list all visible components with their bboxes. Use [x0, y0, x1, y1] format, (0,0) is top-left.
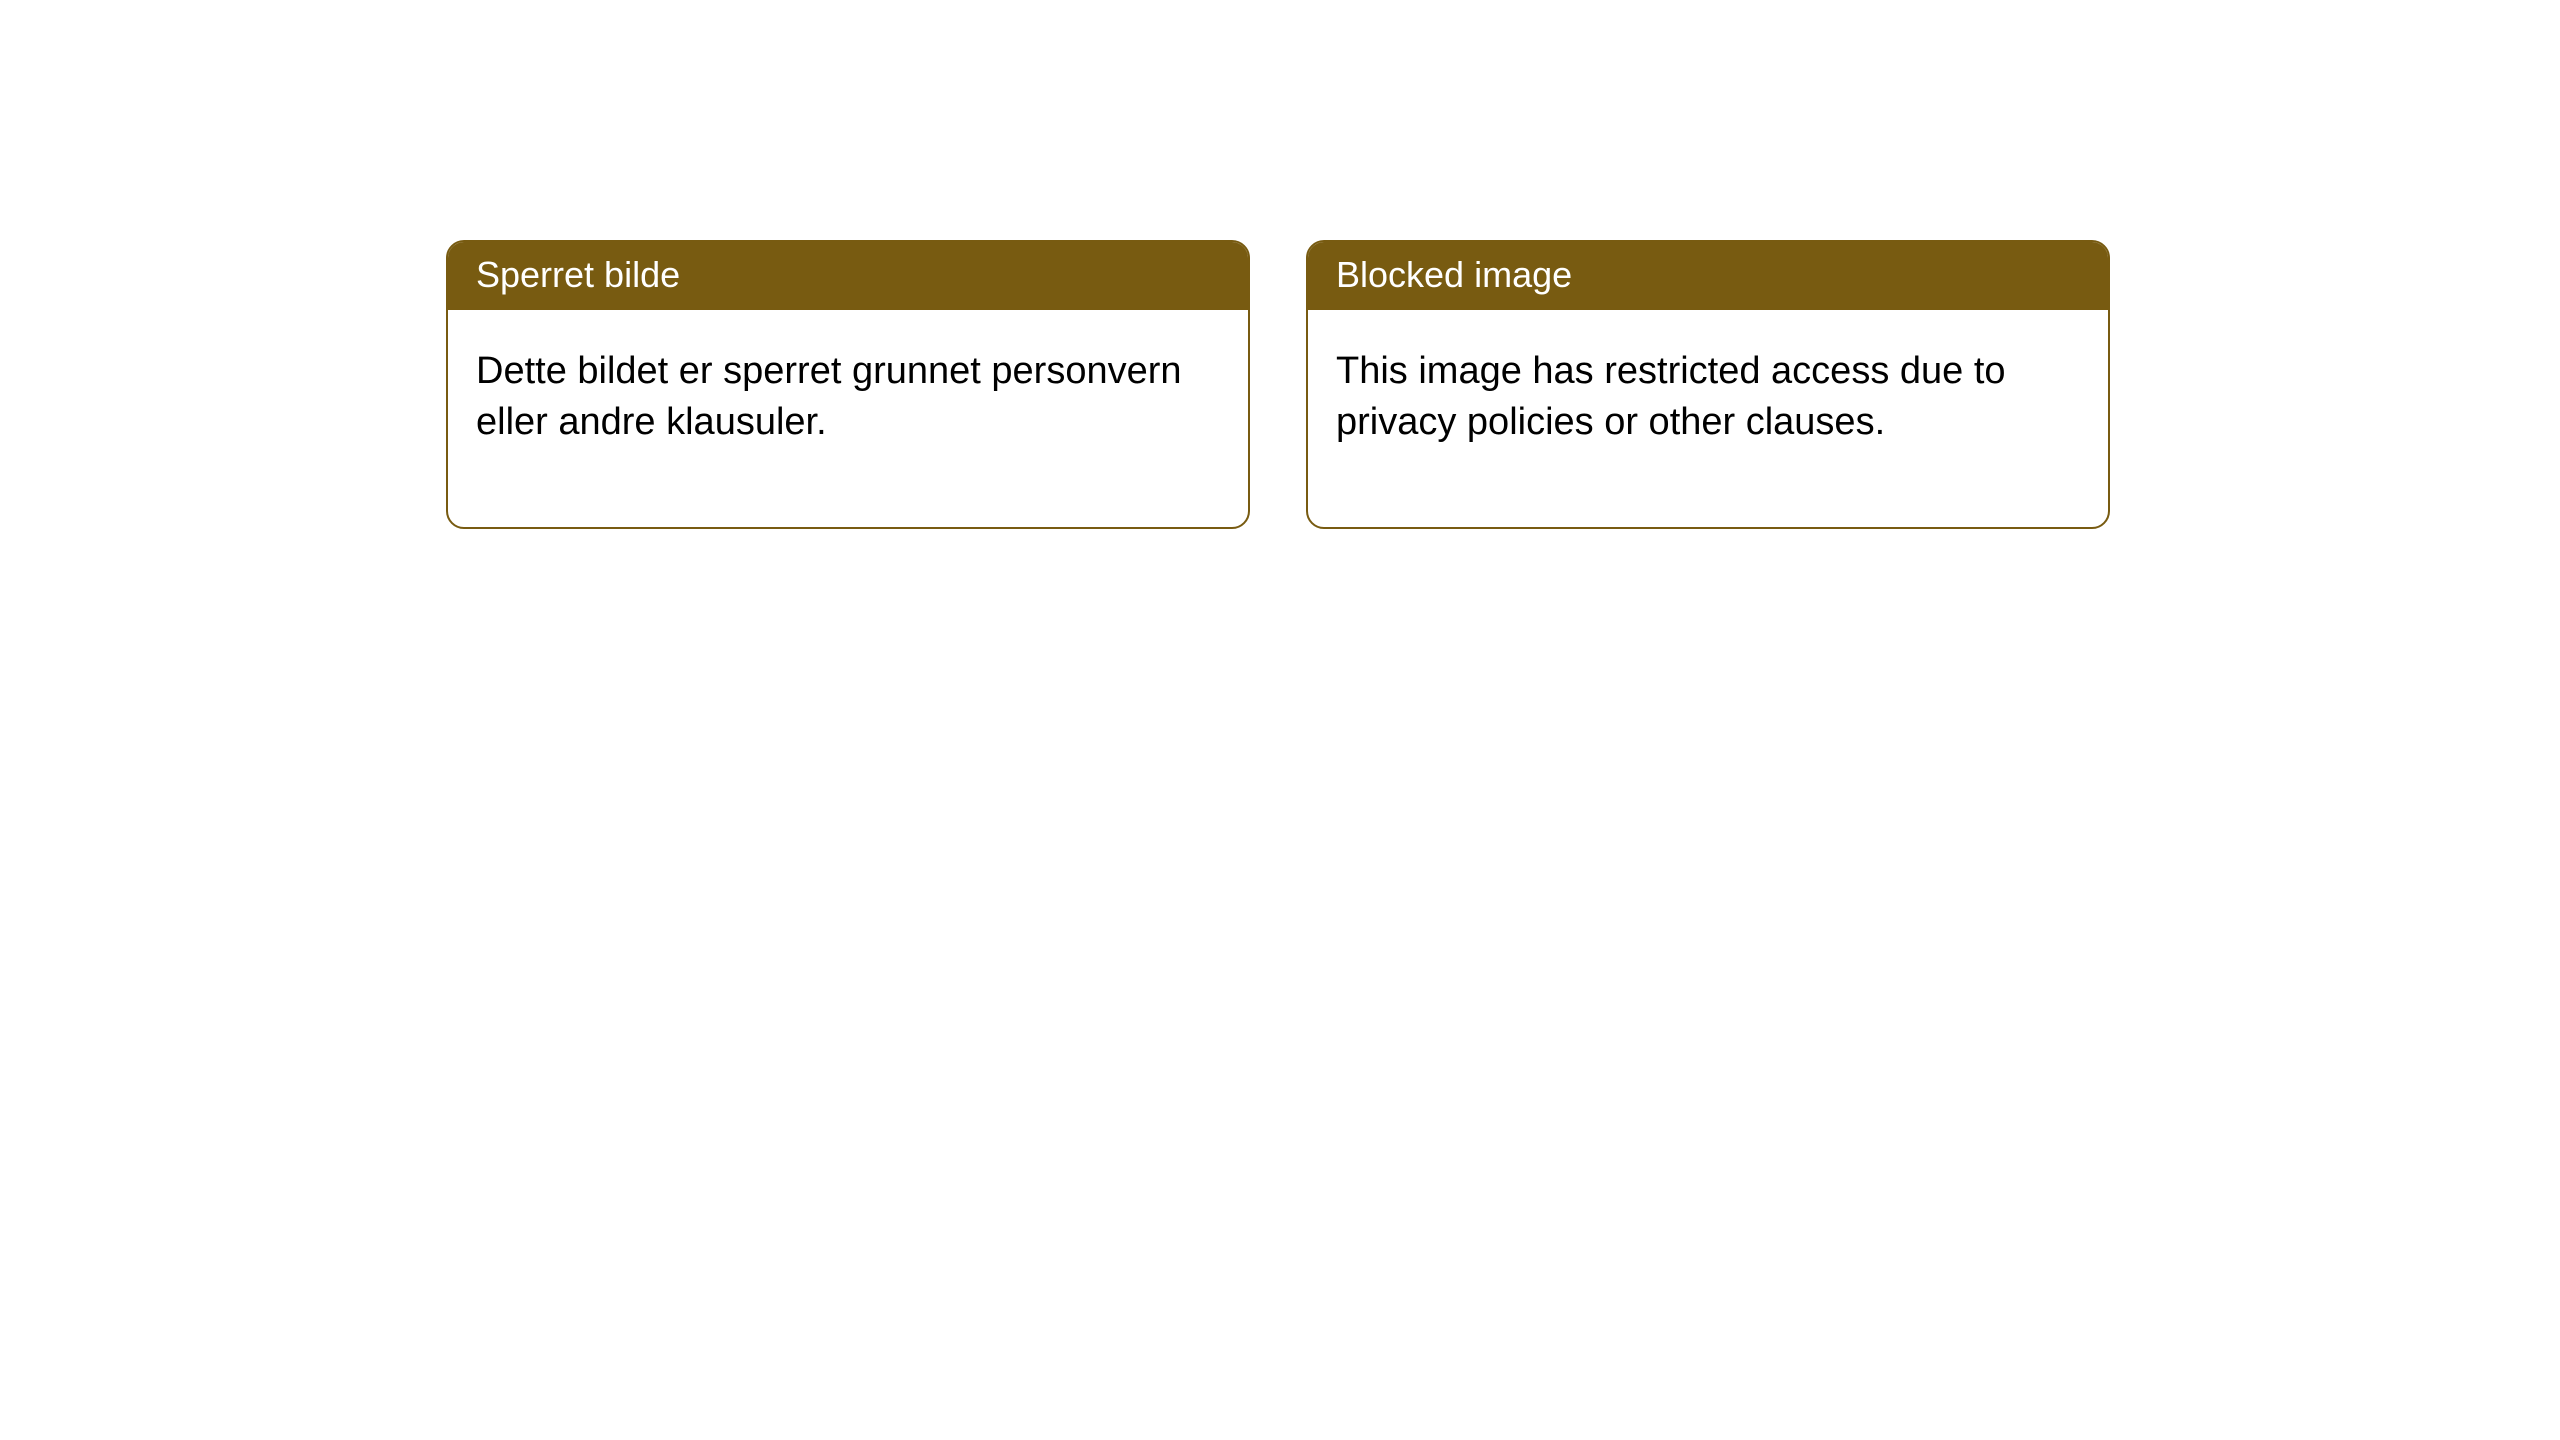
notice-body-norwegian: Dette bildet er sperret grunnet personve… — [448, 310, 1248, 527]
notice-title-english: Blocked image — [1308, 242, 2108, 310]
notice-card-norwegian: Sperret bilde Dette bildet er sperret gr… — [446, 240, 1250, 529]
notice-title-norwegian: Sperret bilde — [448, 242, 1248, 310]
notice-card-english: Blocked image This image has restricted … — [1306, 240, 2110, 529]
notice-body-english: This image has restricted access due to … — [1308, 310, 2108, 527]
notice-container: Sperret bilde Dette bildet er sperret gr… — [0, 0, 2560, 529]
